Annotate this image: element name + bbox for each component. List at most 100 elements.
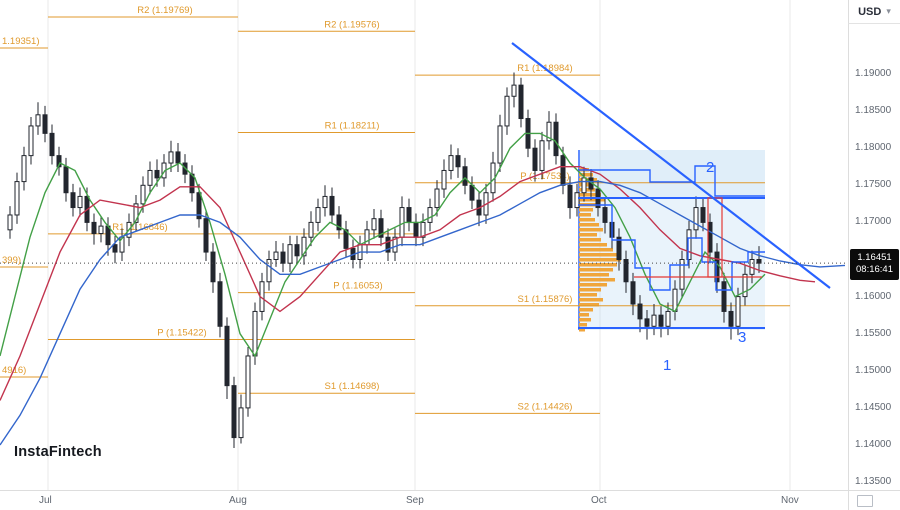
candle-body [560,155,566,186]
time-axis[interactable]: Jul Aug Sep Oct Nov [0,490,848,510]
candle-body [616,236,622,261]
broker-logo: InstaFintech [14,444,102,460]
trendline[interactable] [511,42,831,289]
pivot-label: P (1.15422) [157,327,206,338]
pivot-label: R1 (1.16846) [112,222,167,233]
pivot-label: R2 (1.19576) [324,19,379,30]
pivot-label: R2 (1.19769) [137,5,192,16]
candle-body [371,218,377,231]
price-axis-label: 1.17500 [855,179,892,191]
candle-body [77,195,83,209]
candle-body [245,355,251,409]
price-axis-label: 1.18000 [855,142,892,154]
candle-body [336,214,342,231]
price-axis-label: 1.17000 [855,216,892,228]
candle-body [630,281,636,305]
candle-body [574,192,580,209]
currency-selector[interactable]: USD ▾ [848,0,900,24]
candle-body [553,121,559,157]
red-box[interactable] [707,197,723,278]
candle-body [35,114,41,127]
candle-body [728,310,734,327]
candle-body [721,281,727,312]
candle-body [70,192,76,209]
pivot-label: 399) [2,255,21,266]
candle-body [224,325,230,387]
price-axis-label: 1.19000 [855,68,892,79]
candle-body [168,151,174,164]
candle-body [644,318,650,327]
time-axis-label: Jul [39,495,52,506]
candle-body [581,177,587,194]
price-axis-label: 1.16000 [855,290,892,302]
pivot-label: S2 (1.14426) [518,401,573,412]
candle-body [385,236,391,253]
wave-marker-label: 3 [738,329,746,346]
candle-body [714,251,720,283]
candle-body [420,221,426,238]
candle-body [497,125,503,164]
candle-body [119,236,125,253]
pivot-label: S1 (1.15876) [518,294,573,305]
candle-body [441,169,447,190]
pivot-label: P (1.17534) [520,171,569,182]
candle-body [315,207,321,223]
wave-markers: 1 2 3 [663,159,746,374]
price-axis-label: 1.14000 [855,439,892,450]
candle-body [280,251,286,264]
candle-body [637,303,643,320]
candle-body [469,184,475,201]
pivot-label: S1 (1.14698) [325,381,380,392]
candle-body [392,236,398,253]
candle-body [42,114,48,134]
ma-green-line [0,132,766,358]
candle-body [448,155,454,171]
candle-body [210,251,216,283]
candle-body [294,244,300,257]
candle-body [546,121,552,142]
candle-body [322,195,328,209]
step-lines [578,165,765,291]
currency-label: USD [858,5,882,18]
price-axis-label: 1.18500 [855,105,892,117]
candle-body [406,207,412,223]
wave-marker-label: 1 [663,357,671,374]
candle-body [28,125,34,157]
price-axis[interactable]: 1.16451 08:16:41 1.19000 1.18500 1.18000 1.… [848,0,900,490]
candle-body [147,169,153,186]
candle-body [602,207,608,223]
candle-body [196,192,202,220]
time-axis-label: Oct [591,495,607,506]
current-price-badge: 1.16451 08:16:41 [850,249,899,280]
candle-body [413,221,419,238]
moving-averages [0,132,846,446]
candle-body [742,273,748,298]
candle-body [231,385,237,439]
price-axis-label: 1.15500 [855,327,892,339]
candle-body [175,151,181,164]
candle-body [14,181,20,216]
candle-body [287,244,293,264]
axis-corner-button[interactable] [848,490,900,510]
candle-body [518,84,524,120]
candle-body [252,310,258,357]
candle-body [301,236,307,257]
candle-body [329,195,335,216]
candle-body [651,314,657,327]
candle-body [266,259,272,283]
candle-body [140,184,146,205]
candle-body [679,259,685,290]
candle-body [21,155,27,183]
chart-canvas[interactable]: R2 (1.19769) R2 (1.19576) 1.19351) R1 (1.18… [0,0,848,490]
candle-body [378,218,384,238]
candle-body [462,166,468,186]
candle-body [693,207,699,231]
candle-body [399,207,405,238]
candle-body [756,259,762,264]
candle-body [567,184,573,209]
candle-body [504,95,510,127]
candle-body [49,132,55,157]
candle-body [434,188,440,209]
ma-blue-line [0,180,846,446]
